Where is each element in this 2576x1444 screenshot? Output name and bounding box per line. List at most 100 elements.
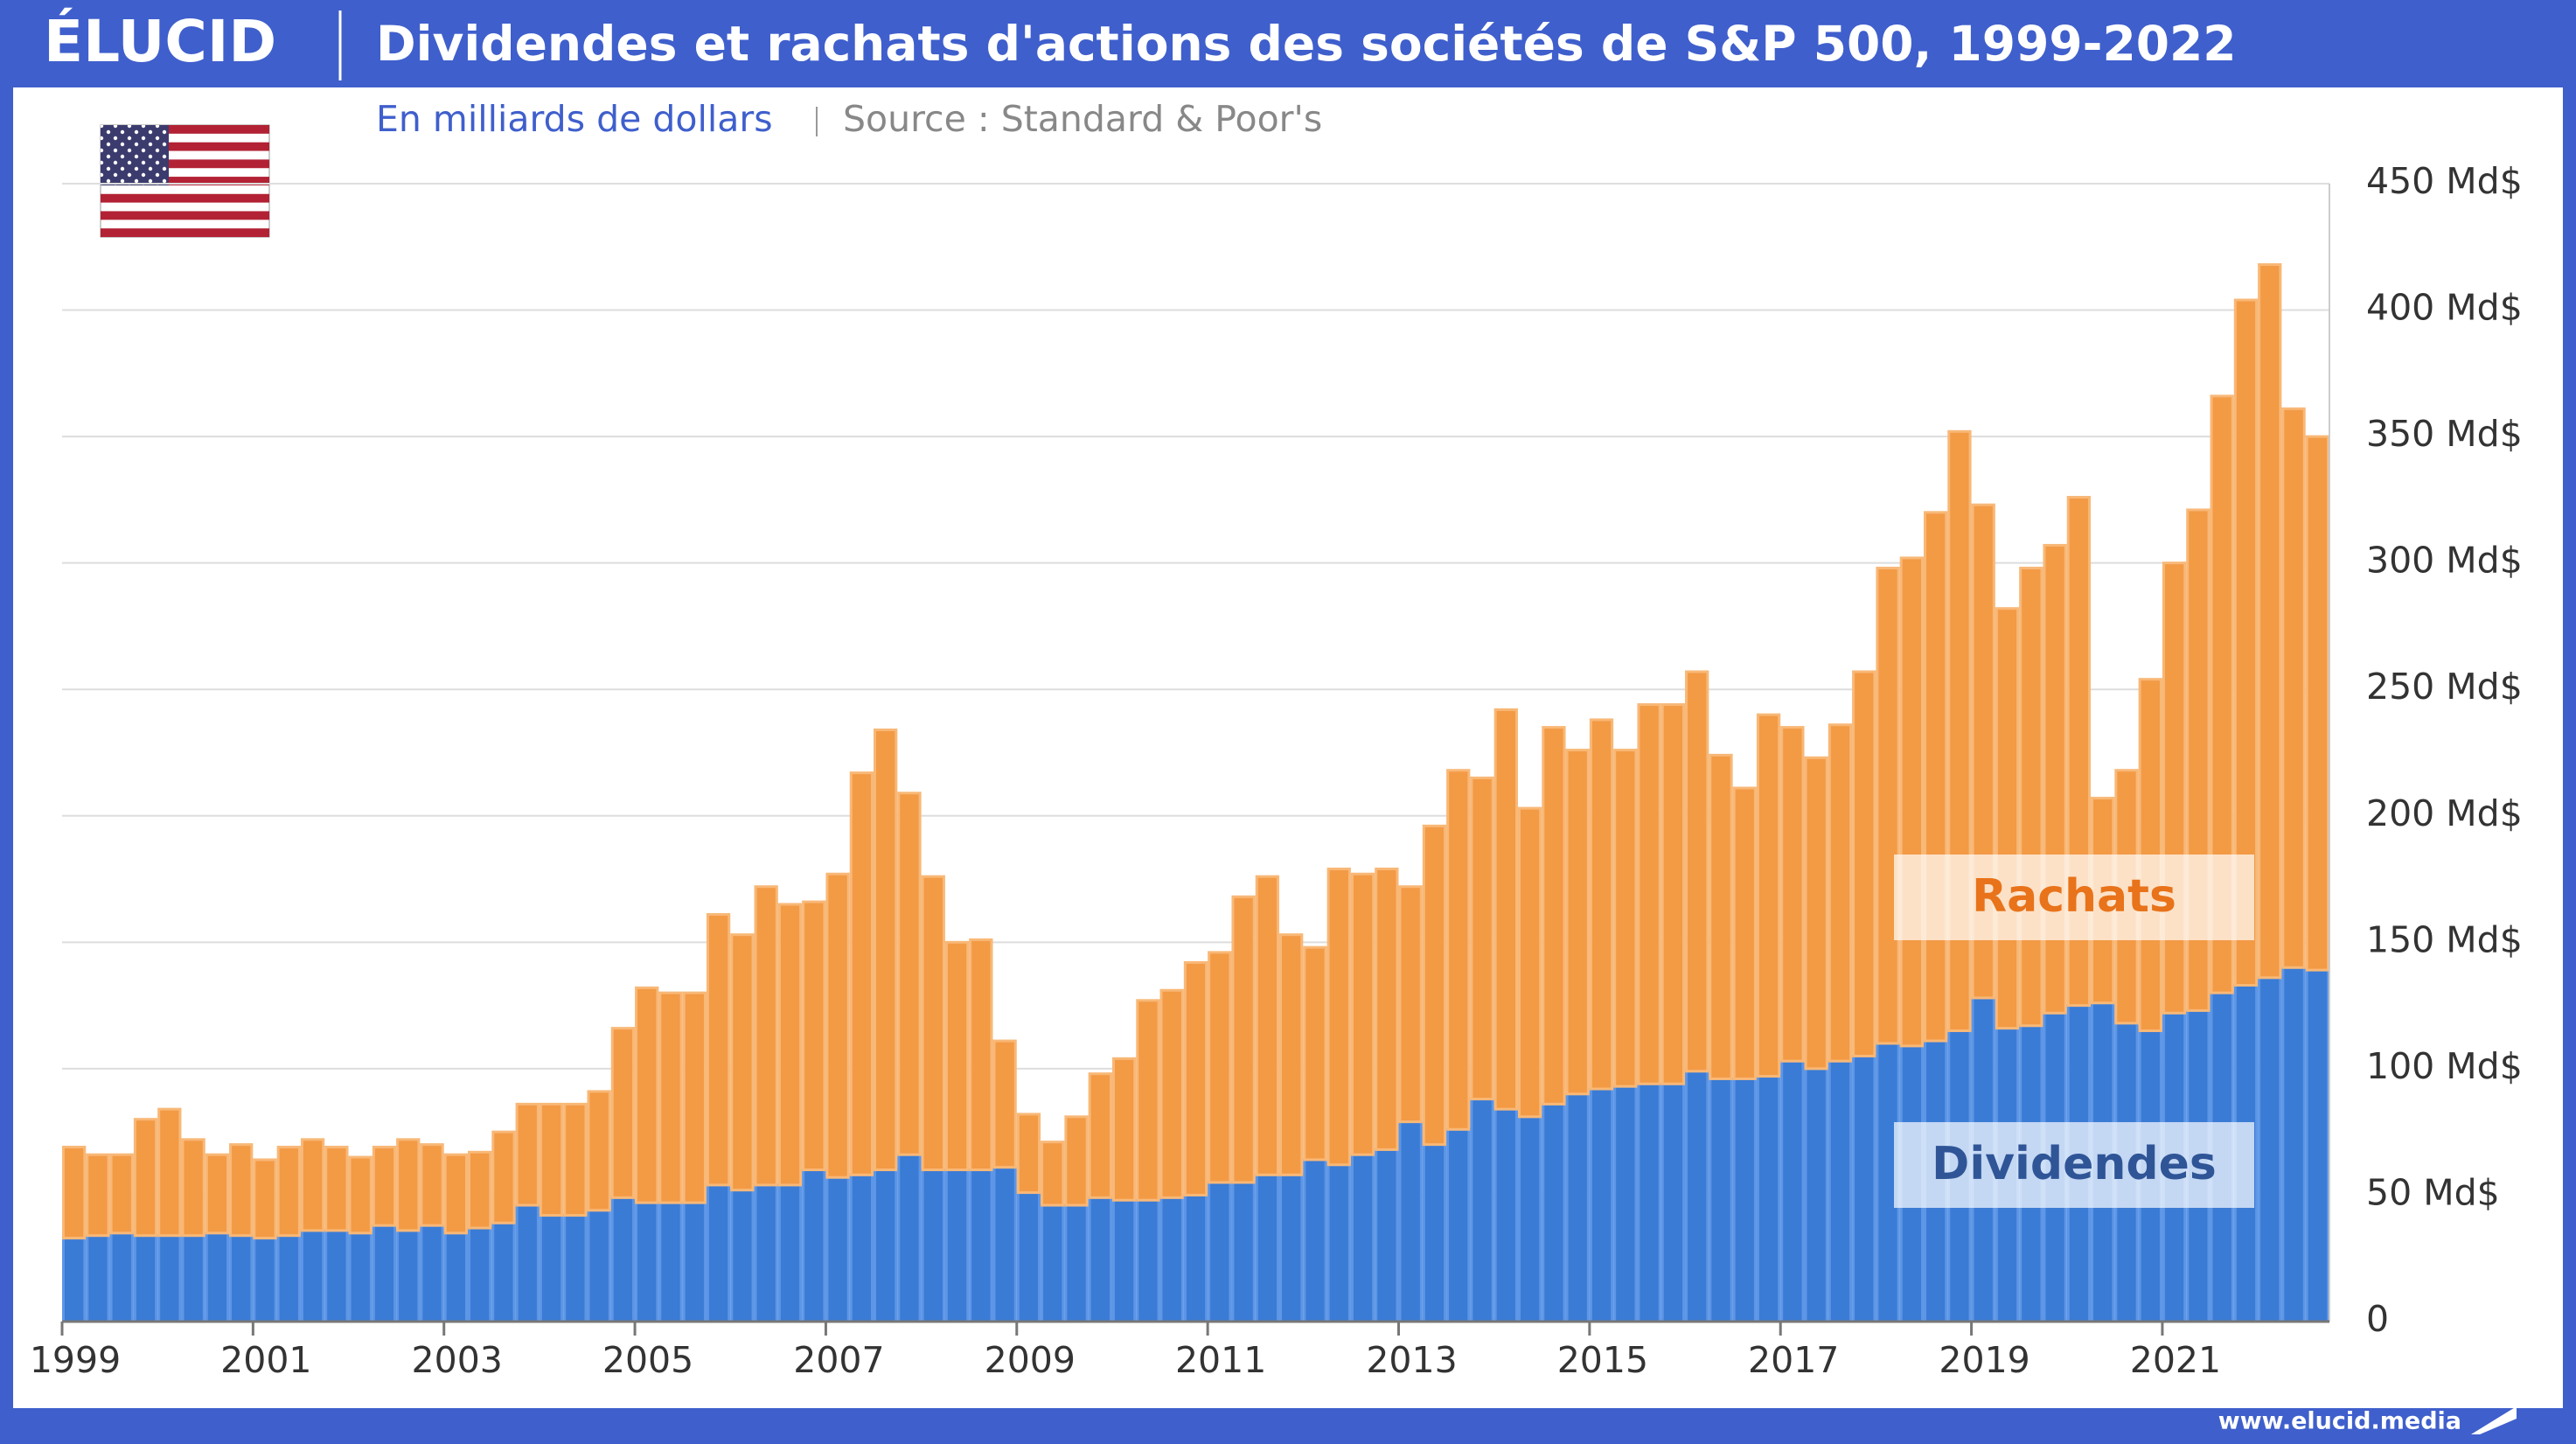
x-tick-label: 2001 [220, 1339, 311, 1381]
buyback-bar [62, 1146, 87, 1240]
x-tick-label: 2015 [1557, 1339, 1648, 1381]
buyback-bar [635, 986, 659, 1204]
buyback-bar [1041, 1141, 1065, 1207]
buyback-bar [1303, 945, 1327, 1161]
dividend-bar [1756, 1075, 1781, 1323]
buyback-bar [610, 1027, 636, 1199]
buyback-bar [1375, 867, 1399, 1151]
buyback-bar [1542, 726, 1566, 1106]
buyback-bar [1159, 988, 1184, 1199]
buyback-bar [1756, 713, 1781, 1078]
buyback-bar [658, 991, 683, 1204]
buyback-bar [133, 1118, 158, 1238]
dividend-bar [324, 1229, 349, 1323]
dividend-bar [1088, 1196, 1112, 1323]
dividend-bar [1064, 1203, 1089, 1323]
buyback-bar [1660, 703, 1686, 1085]
buyback-bar [1828, 723, 1853, 1063]
dividend-bar [1279, 1173, 1304, 1323]
buyback-bar [1685, 670, 1709, 1073]
dividend-bar [396, 1229, 421, 1323]
buyback-bar [372, 1146, 397, 1227]
y-tick-label: 150 Md$ [2366, 918, 2523, 960]
dividend-bar [443, 1231, 469, 1323]
buyback-bar [443, 1153, 469, 1235]
buyback-bar [1923, 511, 1948, 1043]
dividend-bar [610, 1196, 636, 1323]
y-tick-label: 200 Md$ [2366, 792, 2523, 834]
dividend-bar [1136, 1198, 1160, 1323]
dividend-bar [276, 1234, 301, 1323]
dividend-bar [635, 1201, 659, 1323]
brand-logo: ÉLUCID [44, 7, 276, 75]
buyback-bar [1088, 1072, 1112, 1199]
dividend-bar [181, 1234, 205, 1323]
buyback-bar [1517, 806, 1542, 1119]
buyback-bar [849, 771, 874, 1176]
dividend-bar [2281, 966, 2306, 1323]
legend-box [1894, 855, 2254, 940]
dividend-bar [1565, 1092, 1590, 1323]
legend-label: Dividendes [1932, 1138, 2217, 1190]
dividend-bar [1111, 1198, 1137, 1323]
buyback-bar [1732, 786, 1757, 1080]
buyback-bar [2258, 263, 2282, 980]
buyback-bar [86, 1153, 110, 1238]
x-tick-label: 2021 [2130, 1339, 2221, 1381]
dividend-bar [1493, 1107, 1518, 1323]
buyback-bar [992, 1039, 1017, 1169]
x-tick-label: 2007 [793, 1339, 884, 1381]
dividend-bar [1398, 1120, 1423, 1323]
buyback-bar [944, 940, 970, 1172]
dividend-bar [1231, 1181, 1256, 1323]
dividend-bar [1255, 1173, 1280, 1323]
dividend-bar [1542, 1102, 1566, 1323]
buyback-bar [563, 1102, 588, 1217]
dividend-bar [157, 1234, 182, 1323]
chart-title: Dividendes et rachats d'actions des soci… [376, 16, 2237, 72]
dividend-bar [229, 1234, 254, 1323]
dividend-bar [825, 1175, 850, 1323]
buyback-bar [468, 1150, 492, 1230]
dividend-bar [1326, 1163, 1351, 1323]
dividend-bar [133, 1234, 158, 1323]
dividend-bar [1446, 1127, 1471, 1323]
buyback-bar [324, 1146, 349, 1232]
buyback-bar [874, 728, 898, 1172]
dividend-bar [921, 1168, 945, 1323]
dividend-bar [468, 1226, 492, 1323]
dividend-bar [1637, 1082, 1661, 1323]
x-tick-label: 1999 [30, 1339, 121, 1381]
buyback-bar [229, 1143, 254, 1238]
buyback-bar [1876, 566, 1900, 1045]
y-tick-label: 50 Md$ [2366, 1171, 2500, 1213]
buyback-bar [1470, 776, 1494, 1101]
dividend-bar [1732, 1077, 1757, 1323]
buyback-bar [1255, 875, 1280, 1176]
dividend-bar [1709, 1077, 1733, 1323]
dividend-bar [1303, 1158, 1327, 1323]
buyback-bar [897, 792, 922, 1156]
buyback-bar [2043, 543, 2067, 1015]
buyback-bar [205, 1153, 230, 1235]
x-tick-label: 2019 [1939, 1339, 2029, 1381]
y-tick-label: 350 Md$ [2366, 413, 2523, 455]
footer-logo [2471, 1406, 2517, 1434]
x-tick-label: 2009 [985, 1339, 1076, 1381]
source: Source : Standard & Poor's [843, 98, 1322, 140]
buyback-bar [1231, 895, 1256, 1184]
dividend-bar [1660, 1082, 1686, 1323]
dividend-bar [1685, 1070, 1709, 1323]
buyback-bar [921, 875, 945, 1172]
buyback-bar [2019, 566, 2043, 1028]
buyback-bar [1016, 1113, 1041, 1195]
buyback-bar [1446, 769, 1471, 1131]
buyback-bar [1589, 718, 1614, 1091]
x-tick-label: 2003 [412, 1339, 503, 1381]
dividend-bar [849, 1173, 874, 1323]
dividend-bar [109, 1231, 134, 1323]
x-tick-label: 2011 [1175, 1339, 1266, 1381]
dividend-bar [539, 1214, 564, 1323]
buyback-bar [1493, 708, 1518, 1111]
dividend-bar [682, 1201, 707, 1323]
